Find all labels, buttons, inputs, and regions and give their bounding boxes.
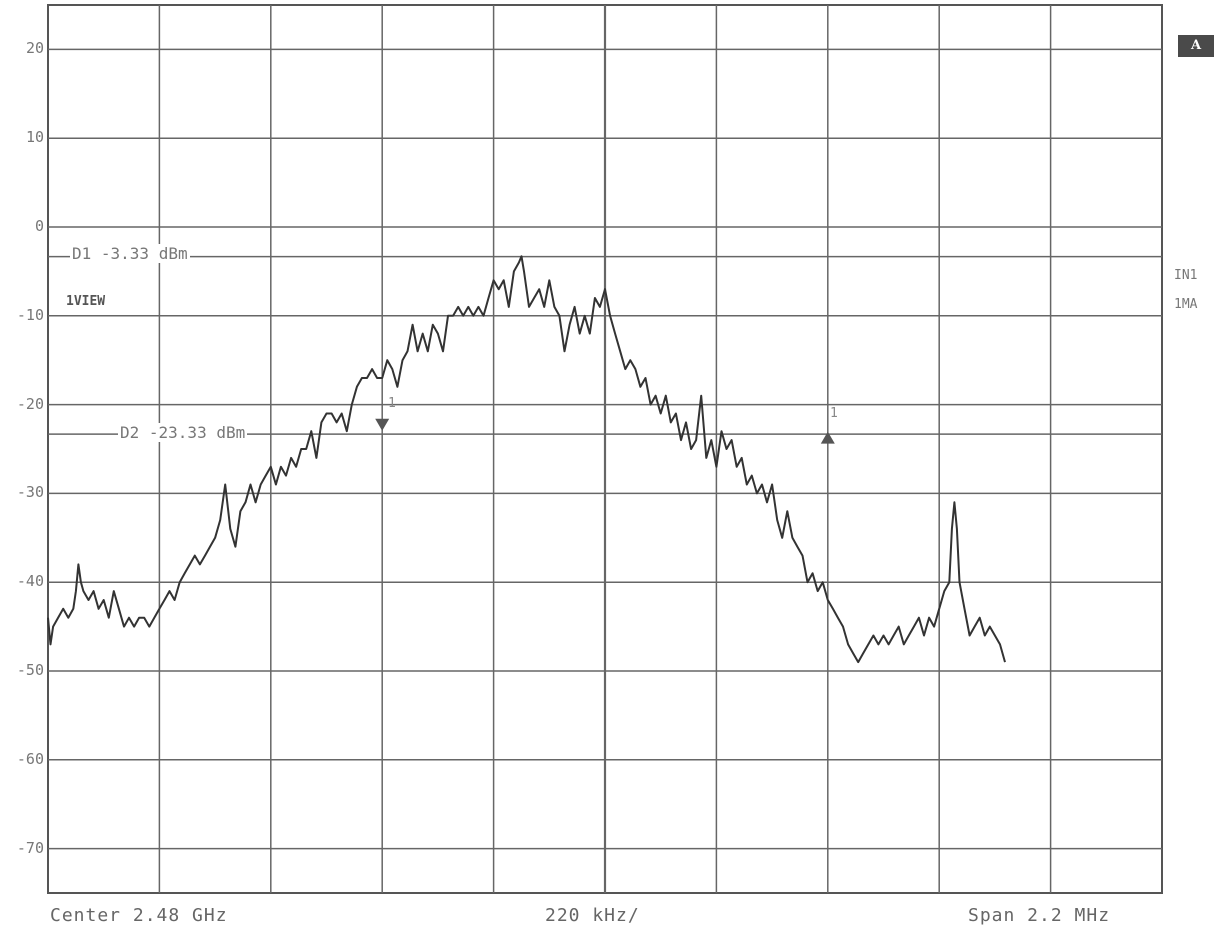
y-tick-label: 20 bbox=[25, 39, 44, 58]
y-tick-label: 0 bbox=[34, 217, 44, 235]
reference-label-d1: D1 -3.33 dBm bbox=[70, 244, 190, 263]
y-tick-label: -60 bbox=[16, 749, 44, 768]
input-label: IN1 bbox=[1174, 268, 1198, 283]
view-label: 1VIEW bbox=[66, 294, 106, 309]
y-tick-label: -30 bbox=[16, 483, 44, 502]
marker-label-1: 1 bbox=[388, 396, 396, 411]
y-tick-label: -10 bbox=[16, 305, 44, 324]
span-label: Span 2.2 MHz bbox=[968, 905, 1111, 926]
frequency-per-division: 220 kHz/ bbox=[545, 905, 640, 926]
y-tick-label: 10 bbox=[25, 128, 44, 147]
y-tick-label: -50 bbox=[16, 661, 44, 679]
spectrum-trace bbox=[47, 255, 1006, 664]
y-tick-label: -70 bbox=[16, 838, 44, 857]
marker-triangle-2 bbox=[820, 431, 835, 444]
marker-triangle-1 bbox=[375, 418, 390, 431]
marker-label-2: 1 bbox=[830, 406, 838, 421]
reference-label-d2: D2 -23.33 dBm bbox=[118, 423, 248, 442]
y-tick-label: -20 bbox=[16, 394, 44, 413]
marker-group bbox=[375, 418, 835, 444]
plot-grid bbox=[47, 4, 1163, 894]
center-frequency: Center 2.48 GHz bbox=[50, 905, 228, 926]
y-tick-label: -40 bbox=[16, 572, 44, 591]
mode-label: 1MA bbox=[1174, 297, 1198, 312]
spectrum-trace-line bbox=[47, 255, 1006, 664]
trace-badge: A bbox=[1178, 35, 1214, 57]
